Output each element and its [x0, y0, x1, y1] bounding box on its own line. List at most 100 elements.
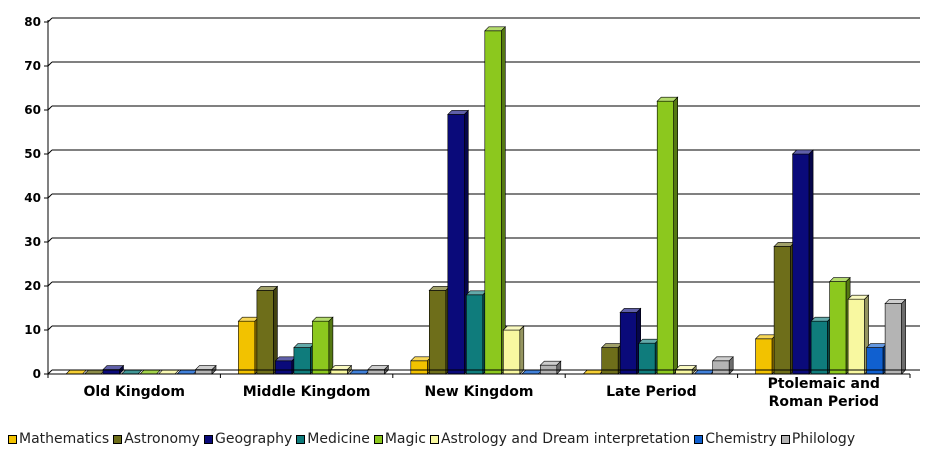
legend-label: Mathematics [19, 431, 110, 447]
bar [410, 356, 433, 375]
legend-swatch [203, 434, 213, 444]
x-axis-labels: Old Kingdom Middle Kingdom New Kingdom Late… [83, 376, 879, 410]
bar [521, 369, 544, 375]
bar [83, 369, 106, 375]
bar [311, 316, 334, 375]
bar [157, 369, 180, 375]
legend-swatch [694, 434, 704, 444]
y-tick-depth [47, 61, 53, 67]
bar-front [810, 320, 828, 375]
bar-front [410, 360, 428, 375]
legend-swatch [429, 434, 439, 444]
x-tick-label: New Kingdom [425, 384, 534, 400]
bar-front [619, 312, 638, 375]
bar [65, 369, 88, 375]
legend-item: Chemistry [694, 431, 777, 447]
bar-front [712, 360, 730, 375]
y-tick-depth [47, 369, 53, 375]
legend-item: Astrology and Dream interpretation [429, 431, 691, 447]
y-tick-depth [47, 325, 53, 331]
bar [773, 241, 796, 375]
legend-label: Magic [384, 431, 426, 447]
legend-item: Geography [203, 431, 293, 447]
bar-side [328, 316, 334, 375]
x-tick-label: Old Kingdom [83, 384, 184, 400]
bar [176, 369, 199, 375]
bar [656, 96, 679, 375]
bar-front [238, 320, 256, 375]
y-tick-label: 30 [24, 235, 41, 249]
legend-label: Geography [214, 431, 293, 447]
bar [865, 342, 888, 375]
legend-swatch [373, 434, 383, 444]
bar-front [484, 30, 502, 375]
bar-side [500, 26, 506, 375]
y-tick-label: 60 [24, 103, 41, 117]
bar [428, 285, 451, 375]
x-tick-label: Late Period [606, 384, 697, 400]
bar-front [847, 298, 865, 375]
y-tick-depth [47, 237, 53, 243]
bar-front [884, 303, 902, 375]
bar [847, 294, 870, 375]
legend-item: Medicine [296, 431, 370, 447]
bar [484, 26, 507, 375]
y-tick-depth [47, 281, 53, 287]
bar-top [139, 369, 162, 375]
bar-side [673, 96, 679, 375]
bar [539, 360, 562, 375]
bar-top [65, 369, 88, 375]
bar-side [901, 298, 906, 375]
bar [828, 276, 851, 375]
bar-front [656, 100, 675, 375]
x-tick-label: Ptolemaic and Roman Period [768, 376, 880, 410]
y-tick-depth [47, 149, 53, 155]
bar-top [120, 369, 143, 375]
x-tick-label: Middle Kingdom [243, 384, 371, 400]
bar [810, 316, 833, 375]
y-tick-label: 20 [24, 279, 41, 293]
bar-top [83, 369, 106, 375]
y-axis-ticks: 0 10 20 30 40 50 60 70 80 [24, 15, 53, 381]
legend-item: Philology [780, 431, 855, 447]
legend-item: Magic [373, 431, 426, 447]
bar-front [502, 329, 521, 375]
y-tick-depth [47, 105, 53, 111]
bar [502, 325, 525, 375]
y-tick-label: 70 [24, 59, 41, 73]
bar-top [521, 369, 544, 375]
bar [791, 149, 814, 375]
bar-front [792, 153, 810, 375]
bar [139, 369, 162, 375]
bar-front [447, 114, 465, 375]
bar-top [582, 369, 605, 375]
y-tick-label: 0 [33, 367, 41, 381]
legend-label: Astrology and Dream interpretation [440, 431, 691, 447]
bar-front [829, 281, 847, 375]
bar [711, 356, 734, 375]
axes [47, 20, 920, 378]
legend-swatch [8, 434, 17, 444]
y-tick-label: 50 [24, 147, 41, 161]
bar [274, 356, 297, 375]
bar-front [755, 338, 773, 375]
bar-front [312, 320, 330, 375]
bar-top [176, 369, 199, 375]
bar [693, 369, 716, 375]
bar [754, 334, 777, 375]
bar [637, 338, 660, 375]
bar-front [275, 360, 293, 375]
y-tick-depth [47, 193, 53, 199]
bar [582, 369, 605, 375]
bar [256, 285, 279, 375]
legend-swatch [780, 434, 790, 444]
legend-item: Mathematics [8, 431, 109, 447]
y-tick-depth [47, 17, 53, 23]
legend-swatch [113, 434, 123, 444]
legend-item: Astronomy [113, 431, 200, 447]
bar-front [256, 290, 274, 375]
y-tick-label: 80 [24, 15, 41, 29]
bar-front [638, 342, 656, 375]
legend-label: Medicine [307, 431, 370, 447]
